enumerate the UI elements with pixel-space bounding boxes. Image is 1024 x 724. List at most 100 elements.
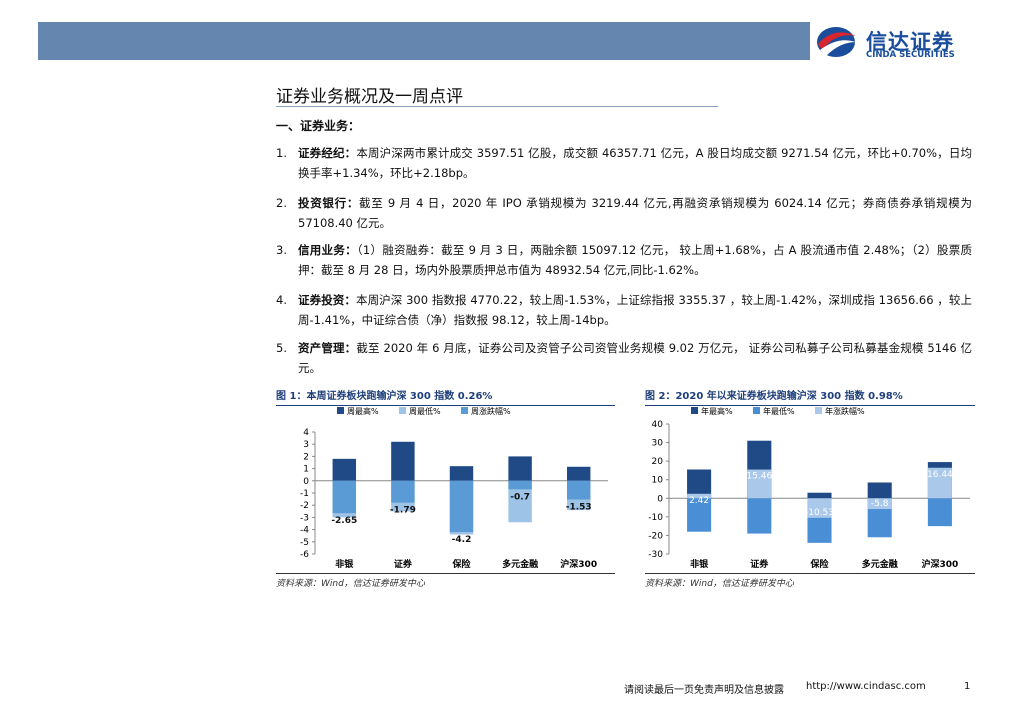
y-tick-label: 3 [303, 440, 309, 450]
data-label: 15.46 [746, 472, 772, 482]
x-tick-label: 保险 [809, 558, 829, 570]
list-item: 3. 信用业务：（1）融资融券：截至 9 月 3 日，两融余额 15097.12 … [276, 240, 972, 280]
y-tick-label: -30 [648, 550, 663, 560]
item-text: 截至 2020 年 6 月底，证券公司及资管子公司资管业务规模 9.02 万亿元… [298, 341, 973, 375]
item-body: 信用业务：（1）融资融券：截至 9 月 3 日，两融余额 15097.12 亿元… [298, 240, 972, 280]
bar [747, 469, 772, 499]
legend-label: 周涨跌幅% [471, 406, 511, 416]
bar [807, 492, 832, 499]
logo-en: CINDA SECURITIES [866, 50, 955, 60]
item-number: 1. [276, 146, 287, 160]
item-body: 证券经纪：本周沪深两市累计成交 3597.51 亿股，成交额 46357.71 … [298, 143, 972, 183]
x-tick-label: 沪深300 [560, 558, 597, 570]
chart: -6 -5 -4 -3 -2 -1 0 1 2 3 4 周最高% 周最低% 周涨跌幅% 非银 证券 保险 多元金融… [300, 406, 608, 570]
y-tick-label: 30 [652, 439, 664, 449]
y-tick-label: 4 [303, 428, 309, 438]
legend-swatch [399, 407, 406, 414]
header-bar [38, 22, 810, 60]
item-label: 投资银行： [298, 196, 360, 210]
data-label: -1.53 [566, 502, 592, 512]
item-number: 5. [276, 341, 287, 355]
legend-label: 年涨跌幅% [825, 406, 865, 416]
y-tick-label: 0 [303, 477, 309, 487]
data-label: 16.44 [927, 470, 953, 480]
footer-disclaimer: 请阅读最后一页免责声明及信息披露 [624, 685, 784, 696]
y-tick-label: 40 [652, 420, 664, 430]
bar [508, 480, 532, 523]
legend-label: 周最低% [409, 406, 441, 416]
x-tick-label: 证券 [750, 558, 769, 570]
data-label: -10.53 [805, 508, 834, 518]
legend-swatch [337, 407, 344, 414]
item-label: 证券经纪： [298, 146, 357, 160]
bar [566, 466, 591, 481]
y-tick-label: -1 [300, 489, 309, 499]
data-label: -0.7 [510, 492, 530, 502]
legend-label: 年最高% [701, 406, 733, 416]
bar [867, 498, 892, 510]
item-body: 证券投资：本周沪深 300 指数报 4770.22，较上周-1.53%，上证综指… [298, 290, 972, 330]
bar [687, 493, 712, 499]
legend-label: 周最高% [347, 406, 379, 416]
source-note: 资料来源：Wind，信达证券研发中心 [645, 573, 975, 589]
bar [687, 498, 712, 532]
y-tick-label: 0 [657, 494, 663, 504]
item-number: 3. [276, 243, 287, 257]
x-tick-label: 证券 [394, 558, 413, 570]
bar [927, 467, 952, 499]
bar [566, 480, 591, 500]
bar [332, 480, 357, 514]
logo-cn: 信达证券 [866, 30, 954, 54]
list-item: 2. 投资银行：截至 9 月 4 日，2020 年 IPO 承销规模为 3219.… [276, 193, 972, 233]
bar [927, 498, 952, 527]
section-title: 证券业务概况及一周点评 [276, 87, 463, 107]
x-tick-label: 多元金融 [862, 558, 898, 570]
bar [508, 456, 532, 481]
bar [449, 480, 474, 533]
y-tick-label: -10 [648, 513, 663, 523]
item-text: 截至 9 月 4 日，2020 年 IPO 承销规模为 3219.44 亿元,再… [298, 196, 972, 230]
bar [867, 482, 892, 499]
chart: -30 -20 -10 0 10 20 30 40 年最高% 年最低% 年涨跌幅% 非银 证券 保险 多元金… [648, 406, 970, 570]
logo-mark [817, 27, 856, 57]
legend-swatch [815, 407, 822, 414]
item-number: 2. [276, 196, 287, 210]
item-text: 本周沪深 300 指数报 4770.22，较上周-1.53%，上证综指报 335… [298, 293, 972, 327]
y-tick-label: -5 [300, 538, 309, 548]
x-tick-label: 沪深300 [922, 558, 959, 570]
data-label: -1.79 [390, 506, 416, 516]
list-item: 4. 证券投资：本周沪深 300 指数报 4770.22，较上周-1.53%，上证… [276, 290, 972, 330]
legend-swatch [753, 407, 760, 414]
data-label: -5.8 [871, 499, 889, 509]
data-label: -4.2 [452, 535, 472, 545]
bar [508, 480, 532, 490]
figure-caption: 图 1：本周证券板块跑输沪深 300 指数 0.26% [276, 387, 615, 406]
bar [687, 469, 712, 499]
item-text: 本周沪深两市累计成交 3597.51 亿股，成交额 46357.71 亿元，A … [298, 146, 973, 180]
source-note: 资料来源：Wind，信达证券研发中心 [276, 573, 615, 589]
legend-label: 年最低% [763, 406, 795, 416]
y-tick-label: 2 [303, 452, 309, 462]
bar [332, 458, 357, 481]
y-tick-label: 20 [652, 457, 664, 467]
bar [449, 466, 474, 481]
item-number: 4. [276, 293, 287, 307]
item-label: 资产管理： [298, 341, 357, 355]
y-tick-label: 10 [652, 476, 664, 486]
y-tick-label: -4 [300, 526, 309, 536]
y-tick-label: -20 [648, 531, 663, 541]
x-tick-label: 多元金融 [502, 558, 538, 570]
bar [807, 498, 832, 518]
item-label: 信用业务： [298, 243, 357, 257]
y-tick-label: -2 [300, 501, 309, 511]
item-body: 资产管理：截至 2020 年 6 月底，证券公司及资管子公司资管业务规模 9.0… [298, 338, 972, 378]
x-tick-label: 非银 [690, 558, 709, 570]
footer-url: http://www.cindasc.com [806, 681, 926, 692]
bar [391, 480, 415, 503]
data-label: 2.42 [689, 496, 709, 506]
y-tick-label: -6 [300, 550, 309, 560]
data-label: -2.65 [331, 516, 357, 526]
page-number: 1 [964, 681, 971, 692]
bar [391, 441, 415, 481]
